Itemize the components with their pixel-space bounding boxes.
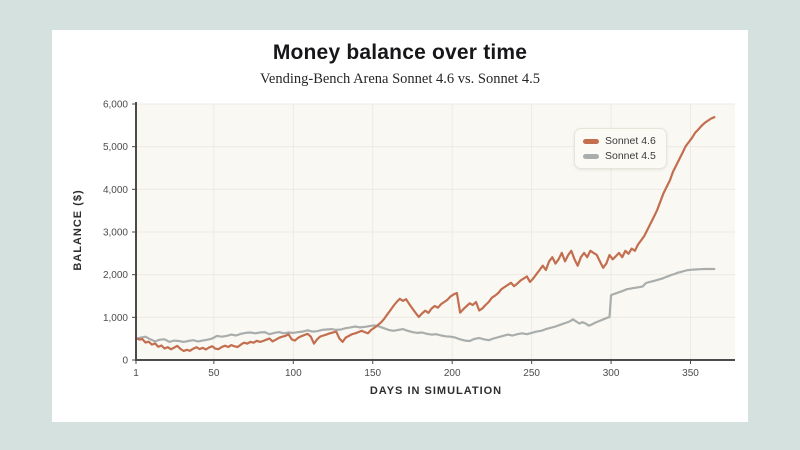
svg-text:6,000: 6,000 — [103, 100, 128, 111]
chart-plot: 1 50 100 150 200 250 300 35001,0002,0003,0004,0… — [103, 100, 735, 379]
y-axis-title: BALANCE ($) — [72, 189, 84, 271]
svg-text:100: 100 — [285, 368, 302, 379]
svg-text:250: 250 — [523, 368, 540, 379]
legend-swatch-sonnet-4-5-icon — [583, 153, 599, 159]
svg-text:3,000: 3,000 — [103, 228, 128, 239]
legend-label-sonnet-4-6: Sonnet 4.6 — [605, 135, 656, 147]
legend-swatch-sonnet-4-6-icon — [583, 138, 599, 144]
svg-text:2,000: 2,000 — [103, 270, 128, 281]
chart-title: Money balance over time — [272, 41, 528, 64]
svg-text:150: 150 — [364, 368, 381, 379]
chart-card: 1 50 100 150 200 250 300 350 0 1,000 2,000 3,000 4,0… — [52, 30, 748, 422]
svg-text:1: 1 — [133, 368, 139, 379]
legend-item-sonnet-4-5: Sonnet 4.5 — [583, 150, 656, 162]
x-axis-title: DAYS IN SIMULATION — [369, 385, 503, 397]
legend-item-sonnet-4-6: Sonnet 4.6 — [583, 135, 656, 147]
svg-text:50: 50 — [208, 368, 220, 379]
svg-text:5,000: 5,000 — [103, 142, 128, 153]
svg-text:0: 0 — [122, 356, 128, 367]
legend-label-sonnet-4-5: Sonnet 4.5 — [605, 150, 656, 162]
chart-subtitle: Vending-Bench Arena Sonnet 4.6 vs. Sonne… — [260, 71, 540, 87]
svg-text:200: 200 — [444, 368, 461, 379]
legend: Sonnet 4.6 Sonnet 4.5 — [574, 128, 667, 169]
svg-text:300: 300 — [603, 368, 620, 379]
svg-text:4,000: 4,000 — [103, 185, 128, 196]
svg-text:1,000: 1,000 — [103, 313, 128, 324]
svg-text:350: 350 — [682, 368, 699, 379]
